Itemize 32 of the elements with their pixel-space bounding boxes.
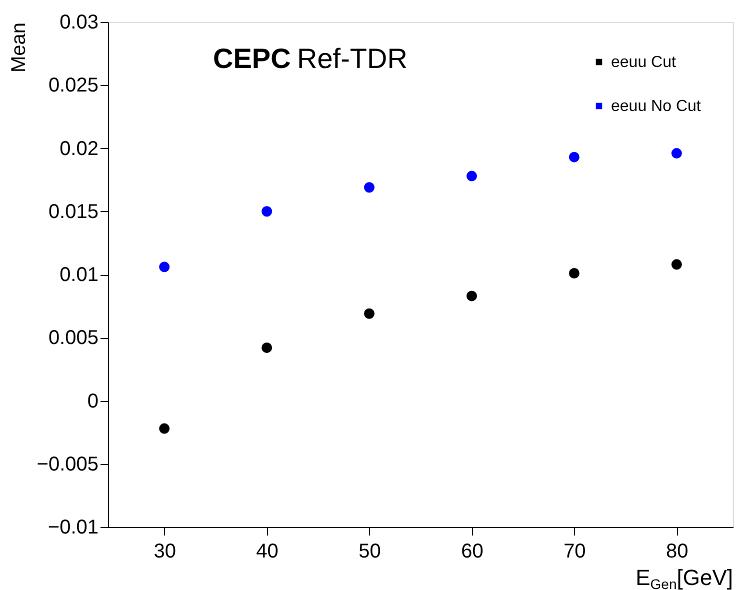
x-tick-label: 40: [256, 540, 278, 562]
y-tick-label: 0.025: [48, 74, 98, 97]
legend-label: eeuu No Cut: [611, 98, 702, 115]
point: [671, 259, 682, 270]
point: [364, 308, 375, 319]
annotation: CEPC: [213, 43, 291, 74]
y-tick-label: 0.015: [48, 200, 98, 223]
point: [159, 262, 170, 272]
point: [466, 170, 477, 182]
y-tick-label: −0.005: [36, 453, 98, 476]
x-tick-label: 30: [154, 540, 176, 562]
x-tick-label: 60: [461, 540, 484, 562]
y-tick-label: 0.01: [60, 264, 98, 286]
y-tick-label: −0.01: [48, 516, 98, 538]
annotation: Ref-TDR: [297, 43, 408, 74]
x-tick-label: 70: [564, 540, 586, 562]
y-tick-label: 0.005: [48, 327, 98, 350]
point: [262, 206, 272, 217]
point: [671, 148, 682, 159]
y-axis-title: Mean: [8, 22, 30, 73]
point: [364, 182, 375, 193]
x-tick-label: 50: [358, 540, 381, 562]
point: [262, 342, 272, 353]
x-tick-label: 80: [666, 540, 688, 562]
y-tick-label: 0: [87, 390, 98, 412]
point: [568, 152, 580, 162]
point: [568, 268, 580, 278]
legend-label: eeuu Cut: [611, 54, 676, 71]
point: [466, 290, 477, 302]
y-tick-label: 0.03: [60, 12, 98, 34]
point: [159, 423, 170, 434]
y-tick-label: 0.02: [60, 138, 98, 160]
